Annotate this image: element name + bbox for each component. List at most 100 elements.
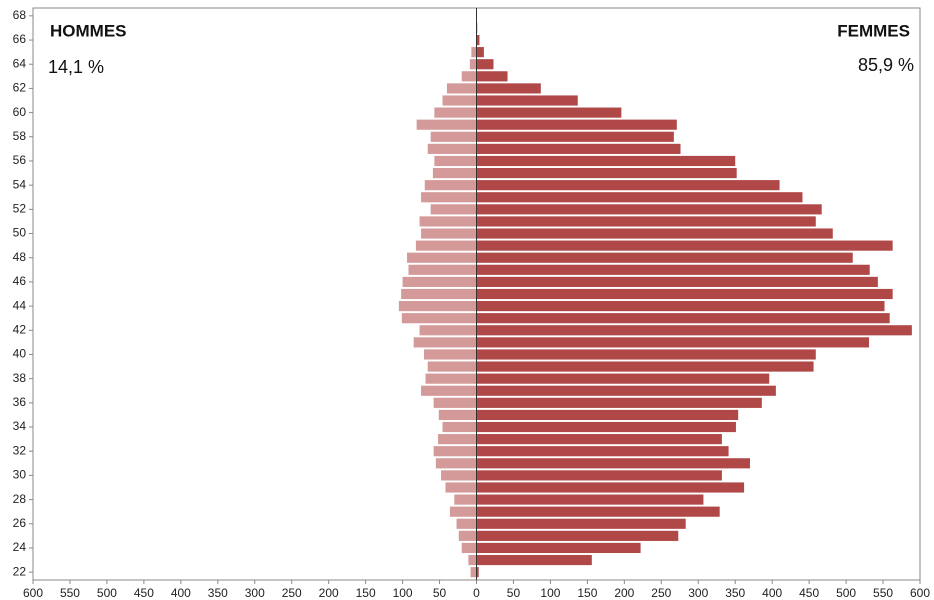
bar: [476, 506, 720, 517]
bar: [476, 373, 770, 384]
bar: [424, 349, 477, 360]
bar: [476, 167, 737, 179]
bar: [434, 155, 477, 167]
bar: [476, 542, 641, 554]
left-share: 14,1 %: [48, 57, 104, 77]
bar: [476, 397, 762, 408]
bar: [398, 301, 477, 312]
bar: [476, 301, 885, 312]
y-tick-label: 62: [13, 81, 27, 95]
x-tick-label: 600: [23, 586, 43, 600]
bar: [476, 252, 853, 263]
bar: [427, 143, 477, 154]
bar: [432, 167, 477, 179]
x-tick-label: 100: [393, 586, 413, 600]
x-tick-label: 250: [282, 586, 302, 600]
y-tick-label: 28: [13, 492, 27, 506]
bar: [449, 506, 477, 517]
bar: [419, 325, 477, 336]
bar: [476, 554, 592, 566]
bar: [476, 470, 722, 481]
bar: [476, 34, 480, 46]
bar: [433, 397, 477, 408]
x-tick-label: 450: [799, 586, 819, 600]
bar: [461, 542, 477, 554]
right-share: 85,9 %: [858, 55, 914, 75]
x-tick-label: 450: [134, 586, 154, 600]
bar: [442, 95, 477, 106]
x-tick-label: 200: [319, 586, 339, 600]
bar: [456, 518, 477, 529]
x-tick-label: 100: [540, 586, 560, 600]
x-tick-label: 150: [356, 586, 376, 600]
y-tick-label: 38: [13, 371, 27, 385]
x-tick-label: 400: [762, 586, 782, 600]
bar: [476, 240, 893, 251]
bar: [476, 385, 776, 396]
bar: [476, 458, 750, 469]
bar: [476, 409, 739, 421]
y-tick-label: 48: [13, 250, 27, 264]
y-tick-label: 52: [13, 202, 27, 216]
x-tick-label: 300: [245, 586, 265, 600]
y-tick-label: 58: [13, 129, 27, 143]
bar: [476, 59, 494, 70]
bar: [468, 554, 477, 566]
bar: [476, 276, 878, 287]
y-tick-label: 64: [13, 56, 27, 70]
right-series-name: FEMMES: [837, 21, 910, 40]
bar: [476, 530, 679, 541]
bar: [476, 434, 722, 445]
bar: [401, 313, 477, 324]
y-tick-label: 40: [13, 347, 27, 361]
bar: [408, 264, 477, 275]
y-tick-label: 30: [13, 468, 27, 482]
bar: [476, 518, 686, 529]
bar: [458, 530, 477, 541]
bar: [424, 180, 477, 191]
bar: [454, 494, 477, 505]
bar: [476, 288, 893, 300]
bar: [421, 192, 477, 203]
bar: [402, 276, 477, 287]
bar: [476, 337, 869, 348]
bar: [445, 482, 477, 493]
left-series-name: HOMMES: [50, 21, 127, 40]
y-tick-label: 66: [13, 32, 27, 46]
x-tick-label: 300: [688, 586, 708, 600]
bar: [476, 228, 833, 239]
bar: [476, 119, 677, 130]
bar: [476, 155, 736, 167]
bar: [407, 252, 477, 263]
bar: [435, 458, 477, 469]
bar: [476, 361, 814, 372]
bar: [430, 131, 477, 142]
y-tick-label: 36: [13, 395, 27, 409]
bar: [476, 83, 541, 94]
bar: [446, 83, 477, 94]
bar: [476, 131, 674, 142]
x-tick-label: 500: [836, 586, 856, 600]
bar: [476, 494, 704, 505]
x-tick-label: 50: [433, 586, 447, 600]
bar: [430, 204, 477, 215]
bar: [476, 192, 803, 203]
bar: [476, 95, 578, 106]
bar: [476, 421, 736, 433]
x-tick-label: 50: [507, 586, 521, 600]
y-tick-label: 54: [13, 177, 27, 191]
bar: [425, 373, 477, 384]
bar: [471, 47, 477, 58]
x-tick-label: 600: [910, 586, 930, 600]
bar: [476, 47, 484, 58]
bar: [434, 107, 477, 118]
bar: [476, 216, 816, 227]
bar: [470, 567, 477, 578]
bar: [413, 337, 477, 348]
y-tick-label: 24: [13, 540, 27, 554]
x-tick-label: 0: [473, 586, 480, 600]
y-tick-label: 22: [13, 564, 27, 578]
bar: [476, 446, 729, 457]
y-tick-label: 60: [13, 105, 27, 119]
